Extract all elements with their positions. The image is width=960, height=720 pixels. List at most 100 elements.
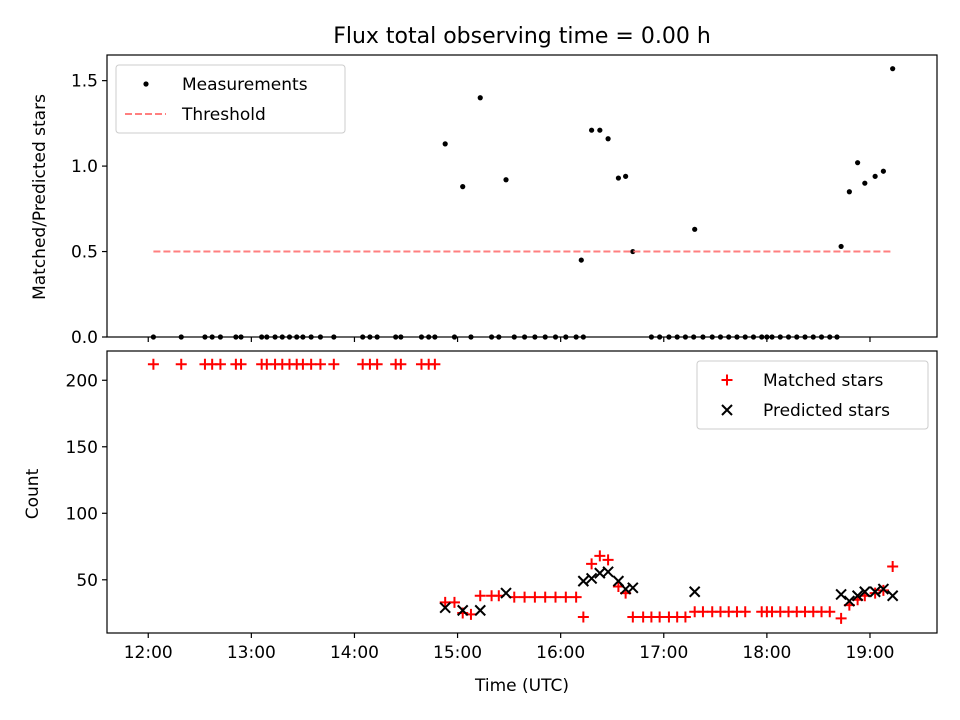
bottom-matched-stars-point: [429, 358, 441, 370]
top-y-tick-label: 1.0: [71, 157, 98, 177]
bottom-matched-stars-point: [824, 606, 836, 618]
bottom-matched-stars-point: [539, 591, 551, 603]
bottom-legend-marker: [721, 404, 733, 416]
bottom-matched-stars-point: [314, 358, 326, 370]
x-axis-label: Time (UTC): [474, 676, 569, 696]
top-measurements-point: [855, 160, 861, 166]
top-measurements-point: [442, 141, 448, 147]
bottom-x-tick-label: 15:00: [433, 643, 482, 663]
top-y-tick-label: 0.5: [71, 243, 98, 263]
bottom-matched-stars-point: [519, 591, 531, 603]
bottom-predicted-stars-point: [602, 566, 614, 578]
top-measurements-point: [588, 127, 595, 133]
bottom-legend-label: Matched stars: [763, 371, 883, 391]
bottom-y-tick-label: 150: [66, 438, 98, 458]
bottom-y-tick-label: 50: [76, 571, 98, 591]
top-measurements-point: [477, 95, 483, 101]
bottom-x-tick-label: 16:00: [536, 643, 585, 663]
bottom-y-axis-label: Count: [23, 468, 43, 519]
bottom-predicted-stars-point: [500, 587, 512, 599]
top-measurements-point: [615, 175, 622, 181]
bottom-predicted-stars-point: [835, 588, 847, 601]
bottom-matched-stars-point: [147, 358, 159, 370]
top-panel: 0.0 0.5 1.0 1.5 Measurements Threshold: [71, 54, 938, 348]
bottom-predicted-stars-point: [439, 602, 451, 614]
bottom-matched-stars-point: [679, 611, 691, 623]
bottom-matched-stars-point: [602, 554, 614, 566]
top-legend: Measurements Threshold: [115, 64, 346, 134]
bottom-predicted-stars-point: [886, 590, 899, 602]
bottom-matched-stars-point: [835, 612, 847, 624]
bottom-matched-stars-point: [305, 358, 317, 370]
top-measurements-point: [597, 127, 603, 133]
top-legend-label: Threshold: [181, 105, 266, 125]
top-measurements-point: [890, 66, 896, 72]
bottom-matched-stars-point: [214, 358, 226, 370]
top-measurements-point: [862, 180, 868, 186]
bottom-matched-stars-point: [739, 606, 751, 618]
bottom-matched-stars-point: [175, 358, 187, 370]
bottom-predicted-stars-point: [851, 590, 864, 602]
bottom-matched-stars-point: [560, 591, 572, 603]
bottom-matched-stars-point: [570, 591, 582, 603]
bottom-matched-stars-point: [697, 606, 709, 618]
bottom-x-tick-label: 17:00: [639, 643, 688, 663]
bottom-axes-frame: [106, 350, 938, 634]
bottom-predicted-stars-point: [577, 575, 590, 587]
bottom-legend-label: Predicted stars: [763, 401, 890, 421]
bottom-legend: Matched stars Predicted stars: [696, 360, 929, 430]
bottom-matched-stars-point: [887, 560, 899, 572]
bottom-predicted-stars-point: [688, 586, 701, 598]
bottom-legend-marker: [721, 374, 733, 386]
bottom-panel: 50 100 150 200 12:00 13:00 14:00 15:00 16:00 17:0…: [66, 350, 938, 663]
bottom-predicted-stars-point: [585, 572, 598, 585]
top-y-tick-label: 0.0: [71, 328, 98, 348]
bottom-predicted-stars-point: [457, 604, 469, 617]
top-measurements-point: [838, 243, 844, 250]
top-legend-label: Measurements: [182, 75, 308, 95]
bottom-predicted-stars-point: [627, 582, 639, 594]
bottom-x-tick-label: 18:00: [742, 643, 791, 663]
bottom-y-tick-label: 100: [66, 504, 98, 524]
top-measurements-point: [846, 189, 852, 195]
bottom-matched-stars-point: [594, 550, 606, 562]
bottom-matched-stars-point: [627, 611, 639, 623]
top-measurements-point: [872, 173, 878, 179]
bottom-matched-stars-point: [529, 591, 541, 603]
bottom-predicted-stars-point: [843, 595, 856, 607]
bottom-matched-stars-point: [474, 590, 486, 602]
top-measurements-point: [623, 173, 629, 179]
top-measurements-point: [880, 168, 886, 174]
bottom-legend-box: [696, 360, 929, 430]
bottom-matched-stars-point: [235, 358, 247, 370]
top-measurements-point: [460, 184, 466, 190]
bottom-predicted-stars-point: [877, 583, 890, 595]
bottom-x-tick-label: 13:00: [227, 643, 276, 663]
top-measurements-point: [605, 136, 611, 142]
bottom-matched-stars-point: [395, 358, 407, 370]
bottom-matched-stars-point: [448, 596, 460, 608]
bottom-x-tick-label: 14:00: [330, 643, 379, 663]
bottom-matched-stars-point: [328, 358, 340, 370]
bottom-matched-stars-point: [586, 558, 598, 570]
bottom-x-tick-label: 19:00: [845, 643, 894, 663]
top-legend-box: [115, 64, 346, 134]
chart-title: Flux total observing time = 0.00 h: [333, 24, 711, 49]
bottom-predicted-stars-point: [869, 586, 881, 598]
bottom-matched-stars-point: [550, 591, 562, 603]
top-y-tick-label: 1.5: [71, 72, 98, 92]
top-measurements-point: [503, 177, 509, 183]
top-measurements-point: [578, 257, 584, 263]
bottom-x-tick-label: 12:00: [124, 643, 173, 663]
top-y-axis-label: Matched/Predicted stars: [30, 94, 50, 300]
bottom-y-tick-label: 200: [66, 371, 98, 391]
top-measurements-point: [630, 248, 636, 255]
bottom-matched-stars-point: [577, 611, 589, 623]
bottom-matched-stars-point: [654, 611, 666, 623]
bottom-matched-stars-point: [371, 358, 383, 370]
top-axes-frame: [106, 54, 938, 338]
top-measurements-point: [692, 226, 698, 232]
bottom-predicted-stars-point: [474, 604, 486, 617]
bottom-predicted-stars-point: [859, 586, 871, 598]
